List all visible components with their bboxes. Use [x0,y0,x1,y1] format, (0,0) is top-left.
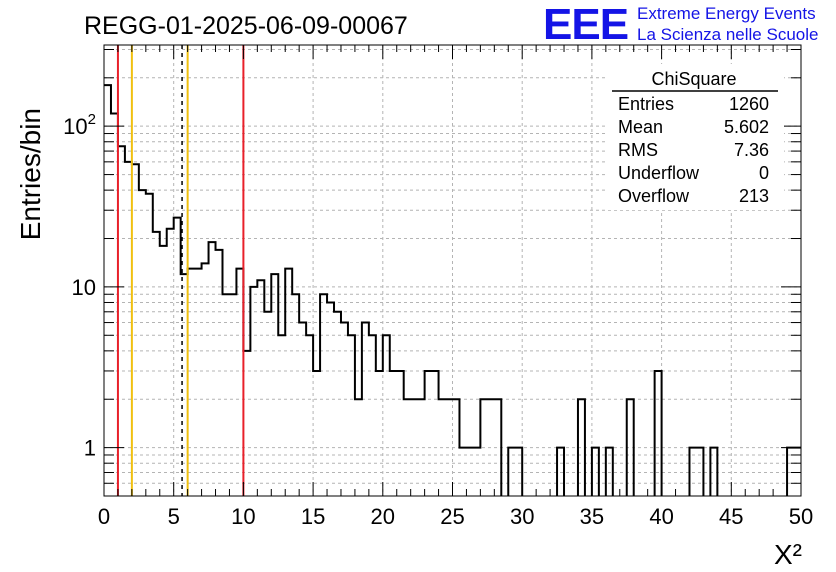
x-tick-label: 45 [719,504,743,529]
x-tick-label: 5 [168,504,180,529]
stats-overflow-value: 213 [739,186,769,206]
histogram-line [104,84,801,496]
stats-rms-label: RMS [618,140,658,160]
x-tick-label: 50 [789,504,813,529]
x-tick-label: 25 [440,504,464,529]
stats-mean-value: 5.602 [724,117,769,137]
x-tick-label: 10 [231,504,255,529]
stats-underflow-label: Underflow [618,163,700,183]
axis-ticks [103,45,802,497]
stats-box: ChiSquare Entries 1260 Mean 5.602 RMS 7.… [608,64,784,210]
stats-overflow-label: Overflow [618,186,690,206]
chart-title: REGG-01-2025-06-09-00067 [84,12,408,40]
brand-line-1: Extreme Energy Events [637,4,816,23]
stats-entries-label: Entries [618,94,674,114]
x-tick-label: 30 [510,504,534,529]
x-axis-label: X² [774,539,802,570]
x-tick-label: 20 [371,504,395,529]
stats-entries-value: 1260 [729,94,769,114]
stats-box-background [608,64,784,210]
y-axis-label: Entries/bin [15,108,46,240]
stats-title: ChiSquare [651,69,736,89]
stats-underflow-value: 0 [759,163,769,183]
x-tick-labels: 0 5 10 15 20 25 30 35 40 45 50 [98,504,813,529]
eee-logo-text: EEE [543,0,628,49]
x-tick-label: 0 [98,504,110,529]
y-tick-exponent: 2 [88,111,96,128]
reference-lines [116,45,245,496]
grid-layer [104,45,801,497]
stats-rms-value: 7.36 [734,140,769,160]
x-tick-label: 15 [301,504,325,529]
x-tick-label: 40 [649,504,673,529]
eee-brand-logo: EEE Extreme Energy Events La Scienza nel… [543,0,818,49]
x-tick-label: 35 [580,504,604,529]
y-tick-label: 1 [84,436,96,461]
stats-mean-label: Mean [618,117,663,137]
y-tick-label: 102 [63,111,96,139]
brand-line-2: La Scienza nelle Scuole [637,25,818,44]
y-tick-label: 10 [72,275,96,300]
y-tick-labels: 1 10 102 [63,111,96,460]
